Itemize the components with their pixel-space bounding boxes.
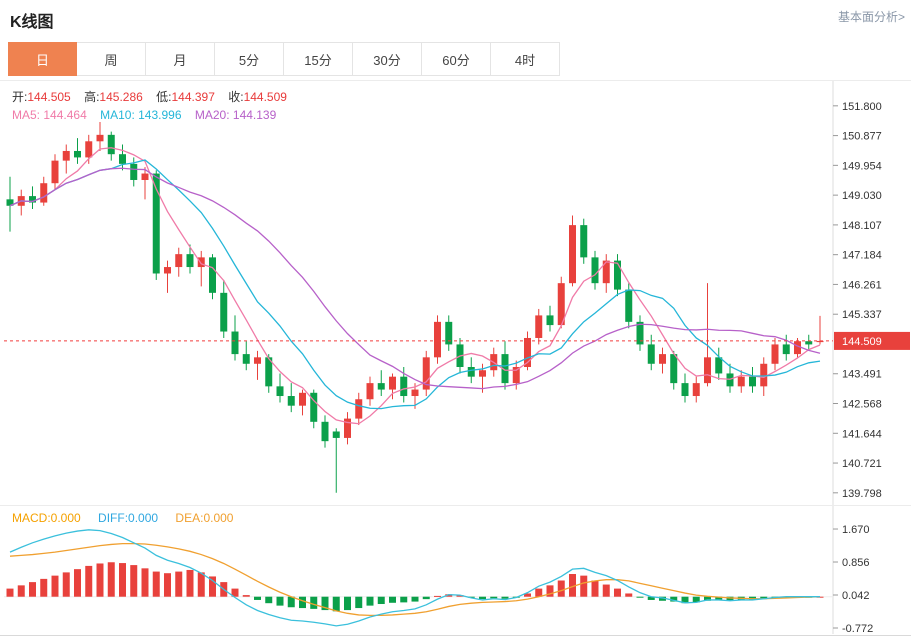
- macd-histogram: [6, 562, 824, 612]
- svg-text:140.721: 140.721: [842, 458, 882, 470]
- svg-text:142.568: 142.568: [842, 398, 882, 410]
- page-title: K线图: [10, 14, 54, 31]
- svg-text:151.800: 151.800: [842, 101, 882, 113]
- svg-text:148.107: 148.107: [842, 220, 882, 232]
- svg-text:146.261: 146.261: [842, 279, 882, 291]
- diff-line: [9, 529, 820, 627]
- svg-text:150.877: 150.877: [842, 131, 882, 143]
- macd-chart[interactable]: 1.670 0.856 0.042 -0.772: [0, 506, 911, 634]
- svg-text:139.798: 139.798: [842, 488, 882, 500]
- candles-layer: [6, 121, 824, 493]
- timeframe-tab-4时[interactable]: 4时: [491, 42, 560, 76]
- svg-text:149.030: 149.030: [842, 190, 882, 202]
- timeframe-tab-15分[interactable]: 15分: [284, 42, 353, 76]
- svg-text:143.491: 143.491: [842, 369, 882, 381]
- ma5-line: [9, 147, 821, 425]
- ma10-line: [9, 159, 821, 410]
- svg-text:-0.772: -0.772: [842, 623, 873, 634]
- timeframe-tab-60分[interactable]: 60分: [422, 42, 491, 76]
- macd-pane: 1.670 0.856 0.042 -0.772 MACD:0.000 DIFF:0.…: [0, 505, 911, 636]
- svg-text:147.184: 147.184: [842, 250, 882, 262]
- svg-text:0.042: 0.042: [842, 590, 870, 602]
- dea-line: [9, 542, 821, 617]
- current-price-badge: 144.509: [834, 331, 910, 350]
- header: K线图 基本面分析>: [0, 0, 911, 42]
- timeframe-tab-日[interactable]: 日: [8, 42, 77, 76]
- timeframe-tab-周[interactable]: 周: [77, 42, 146, 76]
- timeframe-tab-30分[interactable]: 30分: [353, 42, 422, 76]
- y-axis-ticks: 151.800 150.877 149.954 149.030 148.107 147.1…: [833, 101, 882, 500]
- main-chart-pane: 151.800 150.877 149.954 149.030 148.107 147.1…: [0, 80, 911, 505]
- svg-text:0.856: 0.856: [842, 557, 870, 569]
- ma20-line: [9, 167, 821, 390]
- svg-text:145.337: 145.337: [842, 309, 882, 321]
- timeframe-tab-月[interactable]: 月: [146, 42, 215, 76]
- candlestick-chart[interactable]: 151.800 150.877 149.954 149.030 148.107 147.1…: [0, 81, 911, 505]
- macd-axis-ticks: 1.670 0.856 0.042 -0.772: [833, 524, 873, 634]
- svg-text:141.644: 141.644: [842, 428, 882, 440]
- svg-text:1.670: 1.670: [842, 524, 870, 536]
- timeframe-tabs: 日周月 5分 15分 30分 60分 4时: [8, 42, 911, 76]
- timeframe-tab-5分[interactable]: 5分: [215, 42, 284, 76]
- svg-text:149.954: 149.954: [842, 160, 882, 172]
- fundamental-analysis-link[interactable]: 基本面分析>: [837, 10, 905, 24]
- svg-text:144.509: 144.509: [842, 336, 882, 348]
